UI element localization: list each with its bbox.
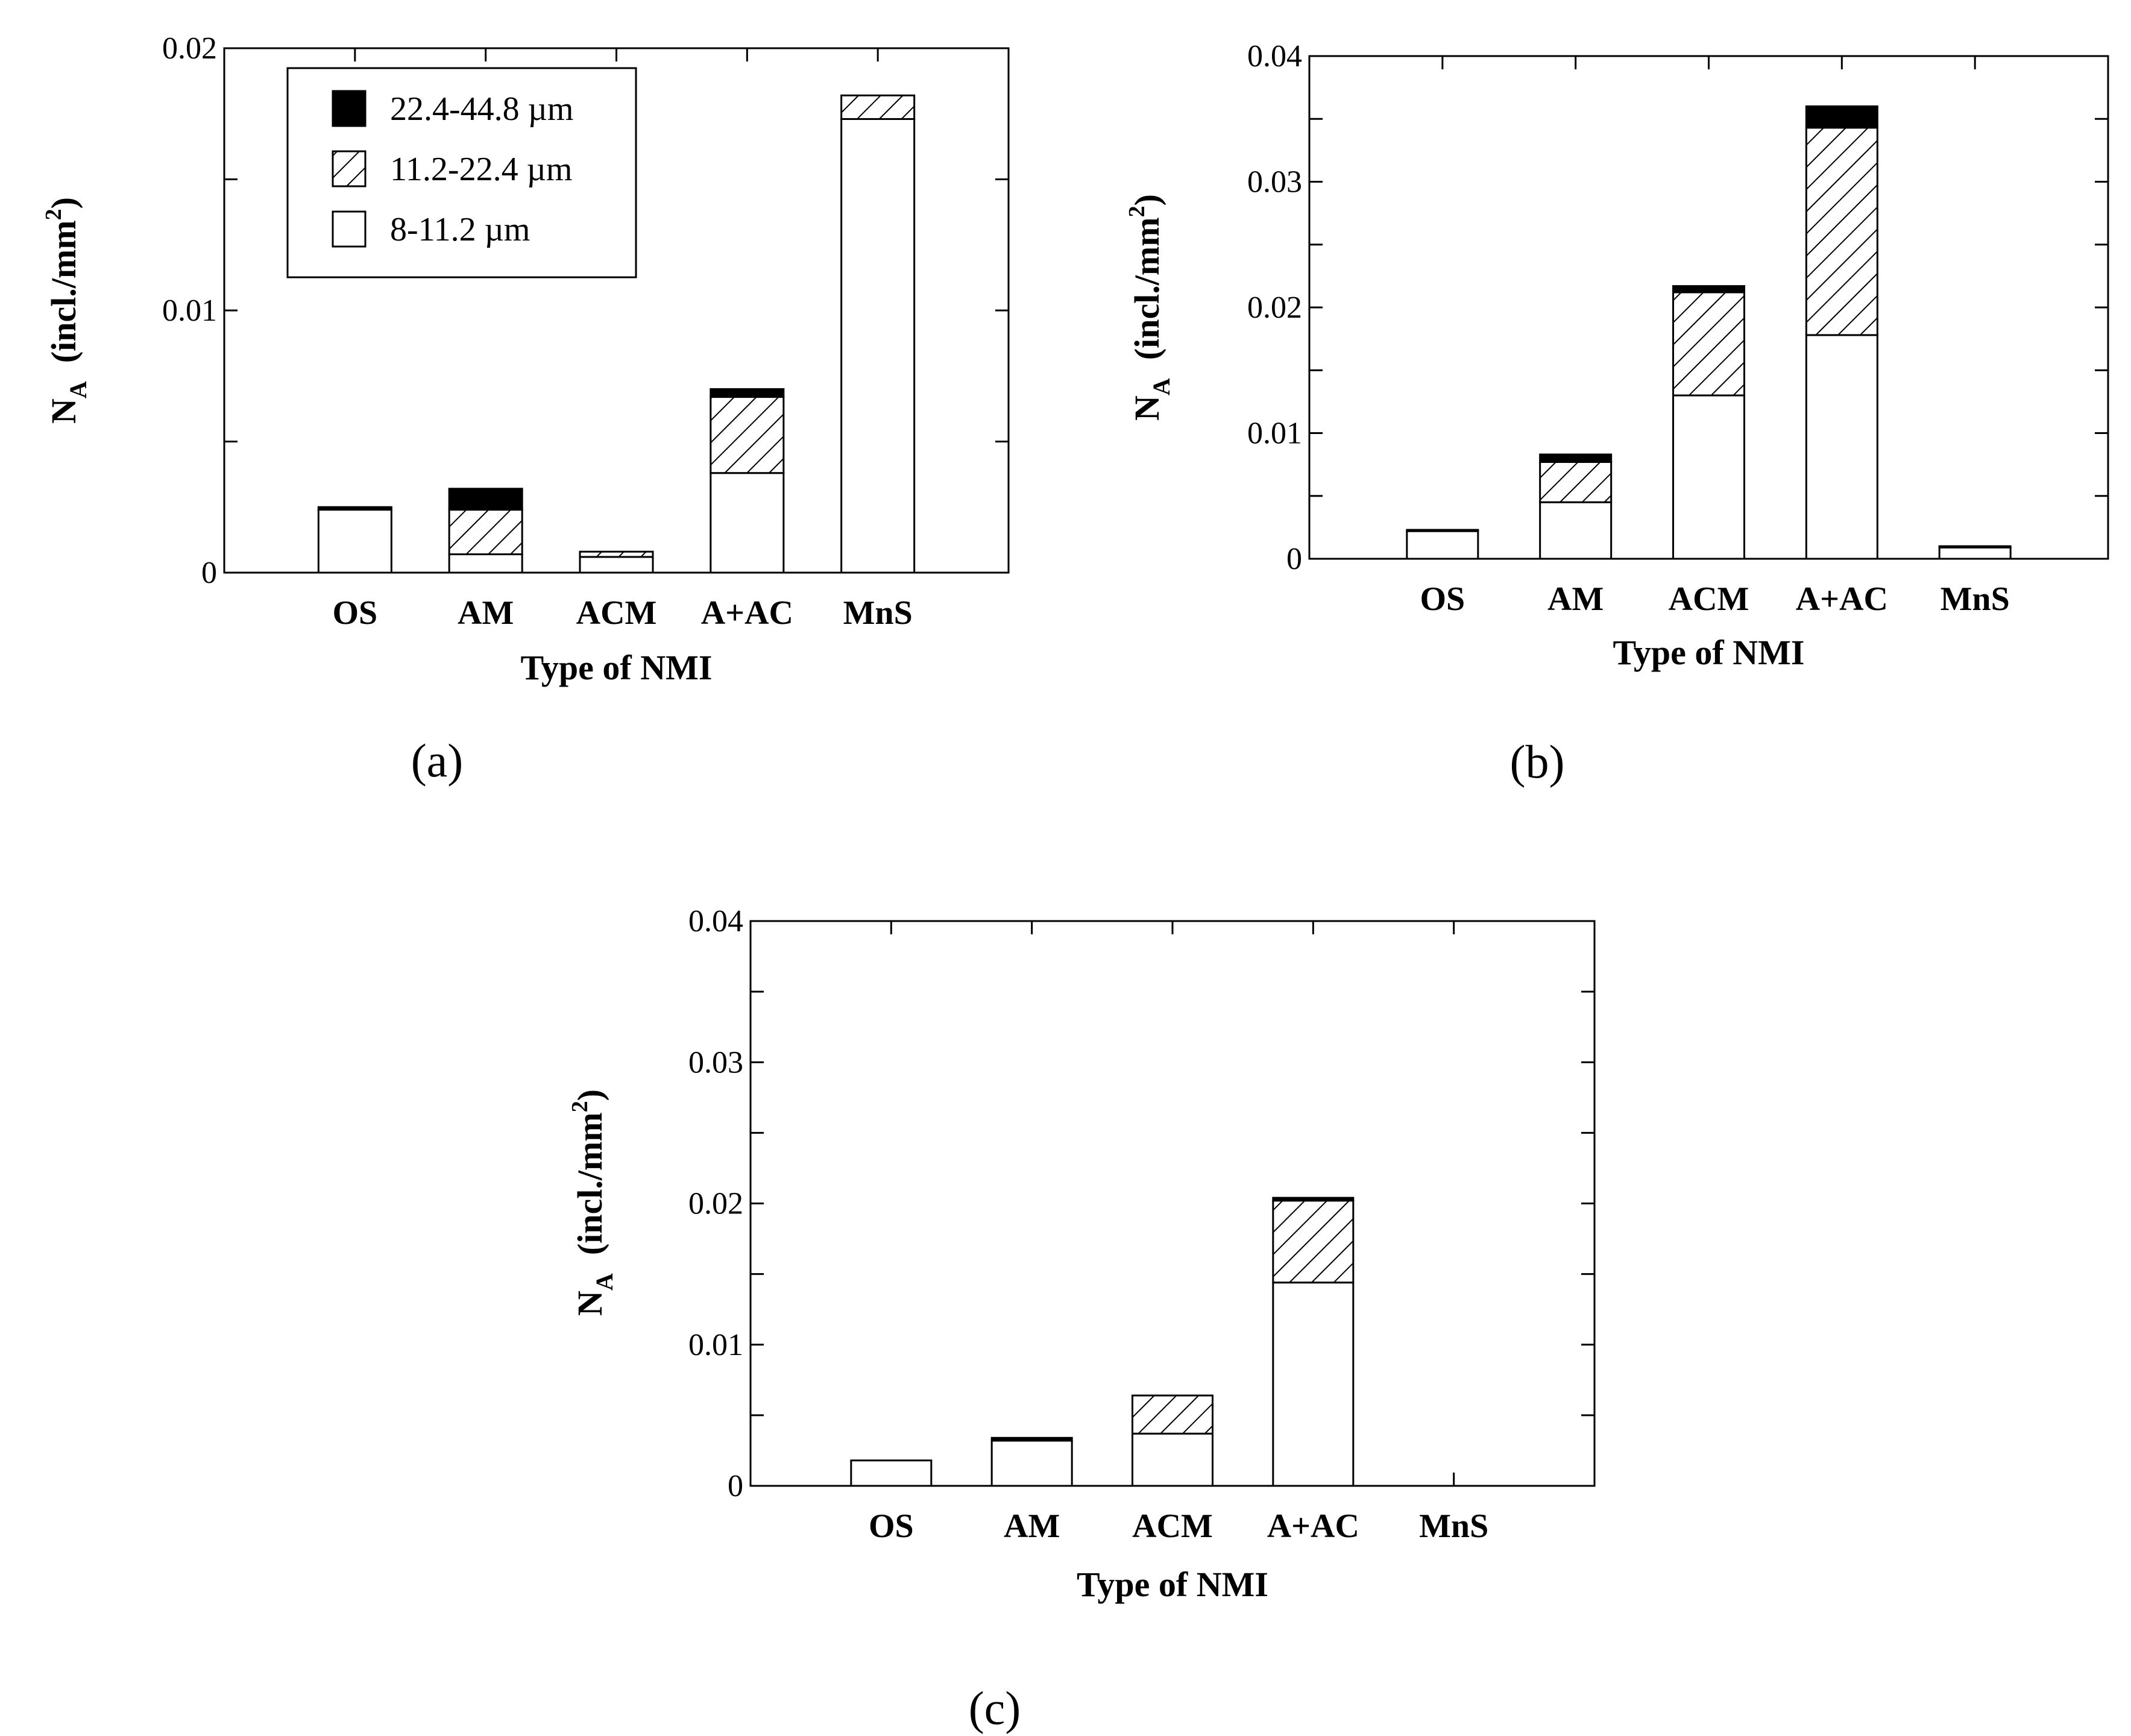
bar-fine-am — [1539, 501, 1613, 560]
legend-swatch-medium — [332, 150, 367, 187]
bar-fine-am — [448, 553, 523, 574]
category-label: A+AC — [1267, 1508, 1359, 1545]
bar-fine-aplusac — [1805, 334, 1878, 560]
x-axis-title: Type of NMI — [521, 648, 713, 687]
y-tick-label: 0.02 — [162, 31, 217, 66]
y-tick-label: 0.03 — [688, 1045, 743, 1080]
chart-panel-2: 0 0.01 0.02 0.03 0.04 OS AM ACM A+AC MnS Type of N… — [1124, 39, 2109, 788]
bar-fine-acm — [579, 556, 654, 574]
panel-label: (c) — [969, 1682, 1021, 1734]
category-label: AM — [458, 594, 514, 632]
y-tick-label: 0 — [201, 556, 217, 590]
y-tick-label: 0.01 — [162, 294, 217, 328]
chart-panel-3: 0 0.01 0.02 0.03 0.04 OS AM ACM A+AC MnS Type of N… — [567, 904, 1596, 1734]
bar-coarse-os — [317, 506, 392, 511]
bar-fine-am — [990, 1439, 1073, 1487]
bar-fine-os — [850, 1459, 933, 1487]
panel-label: (b) — [1510, 735, 1565, 788]
bar-coarse-acm — [1672, 285, 1745, 294]
y-tick-label: 0.01 — [688, 1328, 743, 1362]
chart-panel-1: 0 0.01 0.02 OS AM ACM A+AC MnS Type of NMI NA(inc… — [41, 31, 1010, 787]
bar-fine-aplusac — [710, 472, 785, 574]
category-label: ACM — [1669, 580, 1749, 618]
bar-medium-acm — [1132, 1394, 1213, 1435]
bar-fine-acm — [1672, 394, 1745, 560]
category-label: MnS — [843, 594, 913, 632]
legend: 22.4-44.8 µm 11.2-22.4 µm 8-11.2 µm — [286, 67, 637, 278]
x-axis-title: Type of NMI — [1613, 633, 1805, 672]
bar-medium-acm — [579, 550, 654, 558]
bar-medium-aplusac — [1805, 127, 1878, 336]
bar-coarse-aplusac — [1805, 105, 1878, 129]
bar-coarse-am — [448, 488, 523, 511]
legend-label-medium: 11.2-22.4 µm — [390, 151, 572, 188]
panel-label: (a) — [411, 734, 464, 787]
y-axis-title: NA(incl./mm2) — [1124, 194, 1175, 421]
bar-medium-aplusac — [1272, 1200, 1355, 1284]
bar-fine-acm — [1132, 1432, 1213, 1487]
y-tick-label: 0 — [728, 1469, 743, 1503]
legend-label-fine: 8-11.2 µm — [390, 211, 530, 248]
bar-fine-aplusac — [1272, 1282, 1355, 1487]
legend-label-coarse: 22.4-44.8 µm — [390, 90, 573, 128]
bar-coarse-am — [1539, 453, 1613, 463]
category-label: ACM — [576, 594, 657, 632]
y-tick-label: 0.04 — [1247, 39, 1302, 74]
bar-medium-am — [448, 509, 523, 556]
y-tick-label: 0.02 — [688, 1187, 743, 1221]
category-label: OS — [869, 1508, 914, 1545]
bar-medium-am — [1539, 461, 1613, 503]
bar-medium-acm — [1672, 291, 1745, 397]
bar-fine-mns — [1938, 546, 2012, 560]
category-label: A+AC — [1796, 580, 1888, 618]
category-label: AM — [1547, 580, 1604, 618]
legend-swatch-coarse — [332, 90, 367, 127]
bar-medium-aplusac — [710, 396, 785, 474]
y-axis-title: NA(incl./mm2) — [41, 197, 92, 424]
legend-swatch-fine — [332, 210, 367, 248]
category-label: ACM — [1132, 1508, 1213, 1545]
y-tick-label: 0.04 — [688, 904, 743, 939]
y-tick-label: 0.02 — [1247, 291, 1302, 325]
category-label: A+AC — [701, 594, 793, 632]
y-tick-label: 0 — [1286, 542, 1302, 576]
bar-coarse-mns — [1938, 545, 2012, 549]
bar-coarse-am — [990, 1436, 1073, 1442]
bar-coarse-aplusac — [1272, 1197, 1355, 1202]
y-axis-title: NA(incl./mm2) — [567, 1089, 618, 1316]
category-label: MnS — [1941, 580, 2010, 618]
category-label: MnS — [1419, 1508, 1488, 1545]
bar-fine-os — [317, 509, 392, 574]
bar-coarse-os — [1406, 529, 1479, 532]
y-tick-label: 0.03 — [1247, 165, 1302, 200]
category-label: OS — [332, 594, 377, 632]
bar-medium-mns — [840, 94, 916, 120]
category-label: OS — [1420, 580, 1465, 618]
y-tick-label: 0.01 — [1247, 417, 1302, 451]
bar-fine-os — [1406, 530, 1479, 560]
category-label: AM — [1004, 1508, 1060, 1545]
bar-fine-mns — [840, 118, 916, 574]
bar-coarse-aplusac — [710, 388, 785, 398]
x-axis-title: Type of NMI — [1077, 1565, 1268, 1604]
